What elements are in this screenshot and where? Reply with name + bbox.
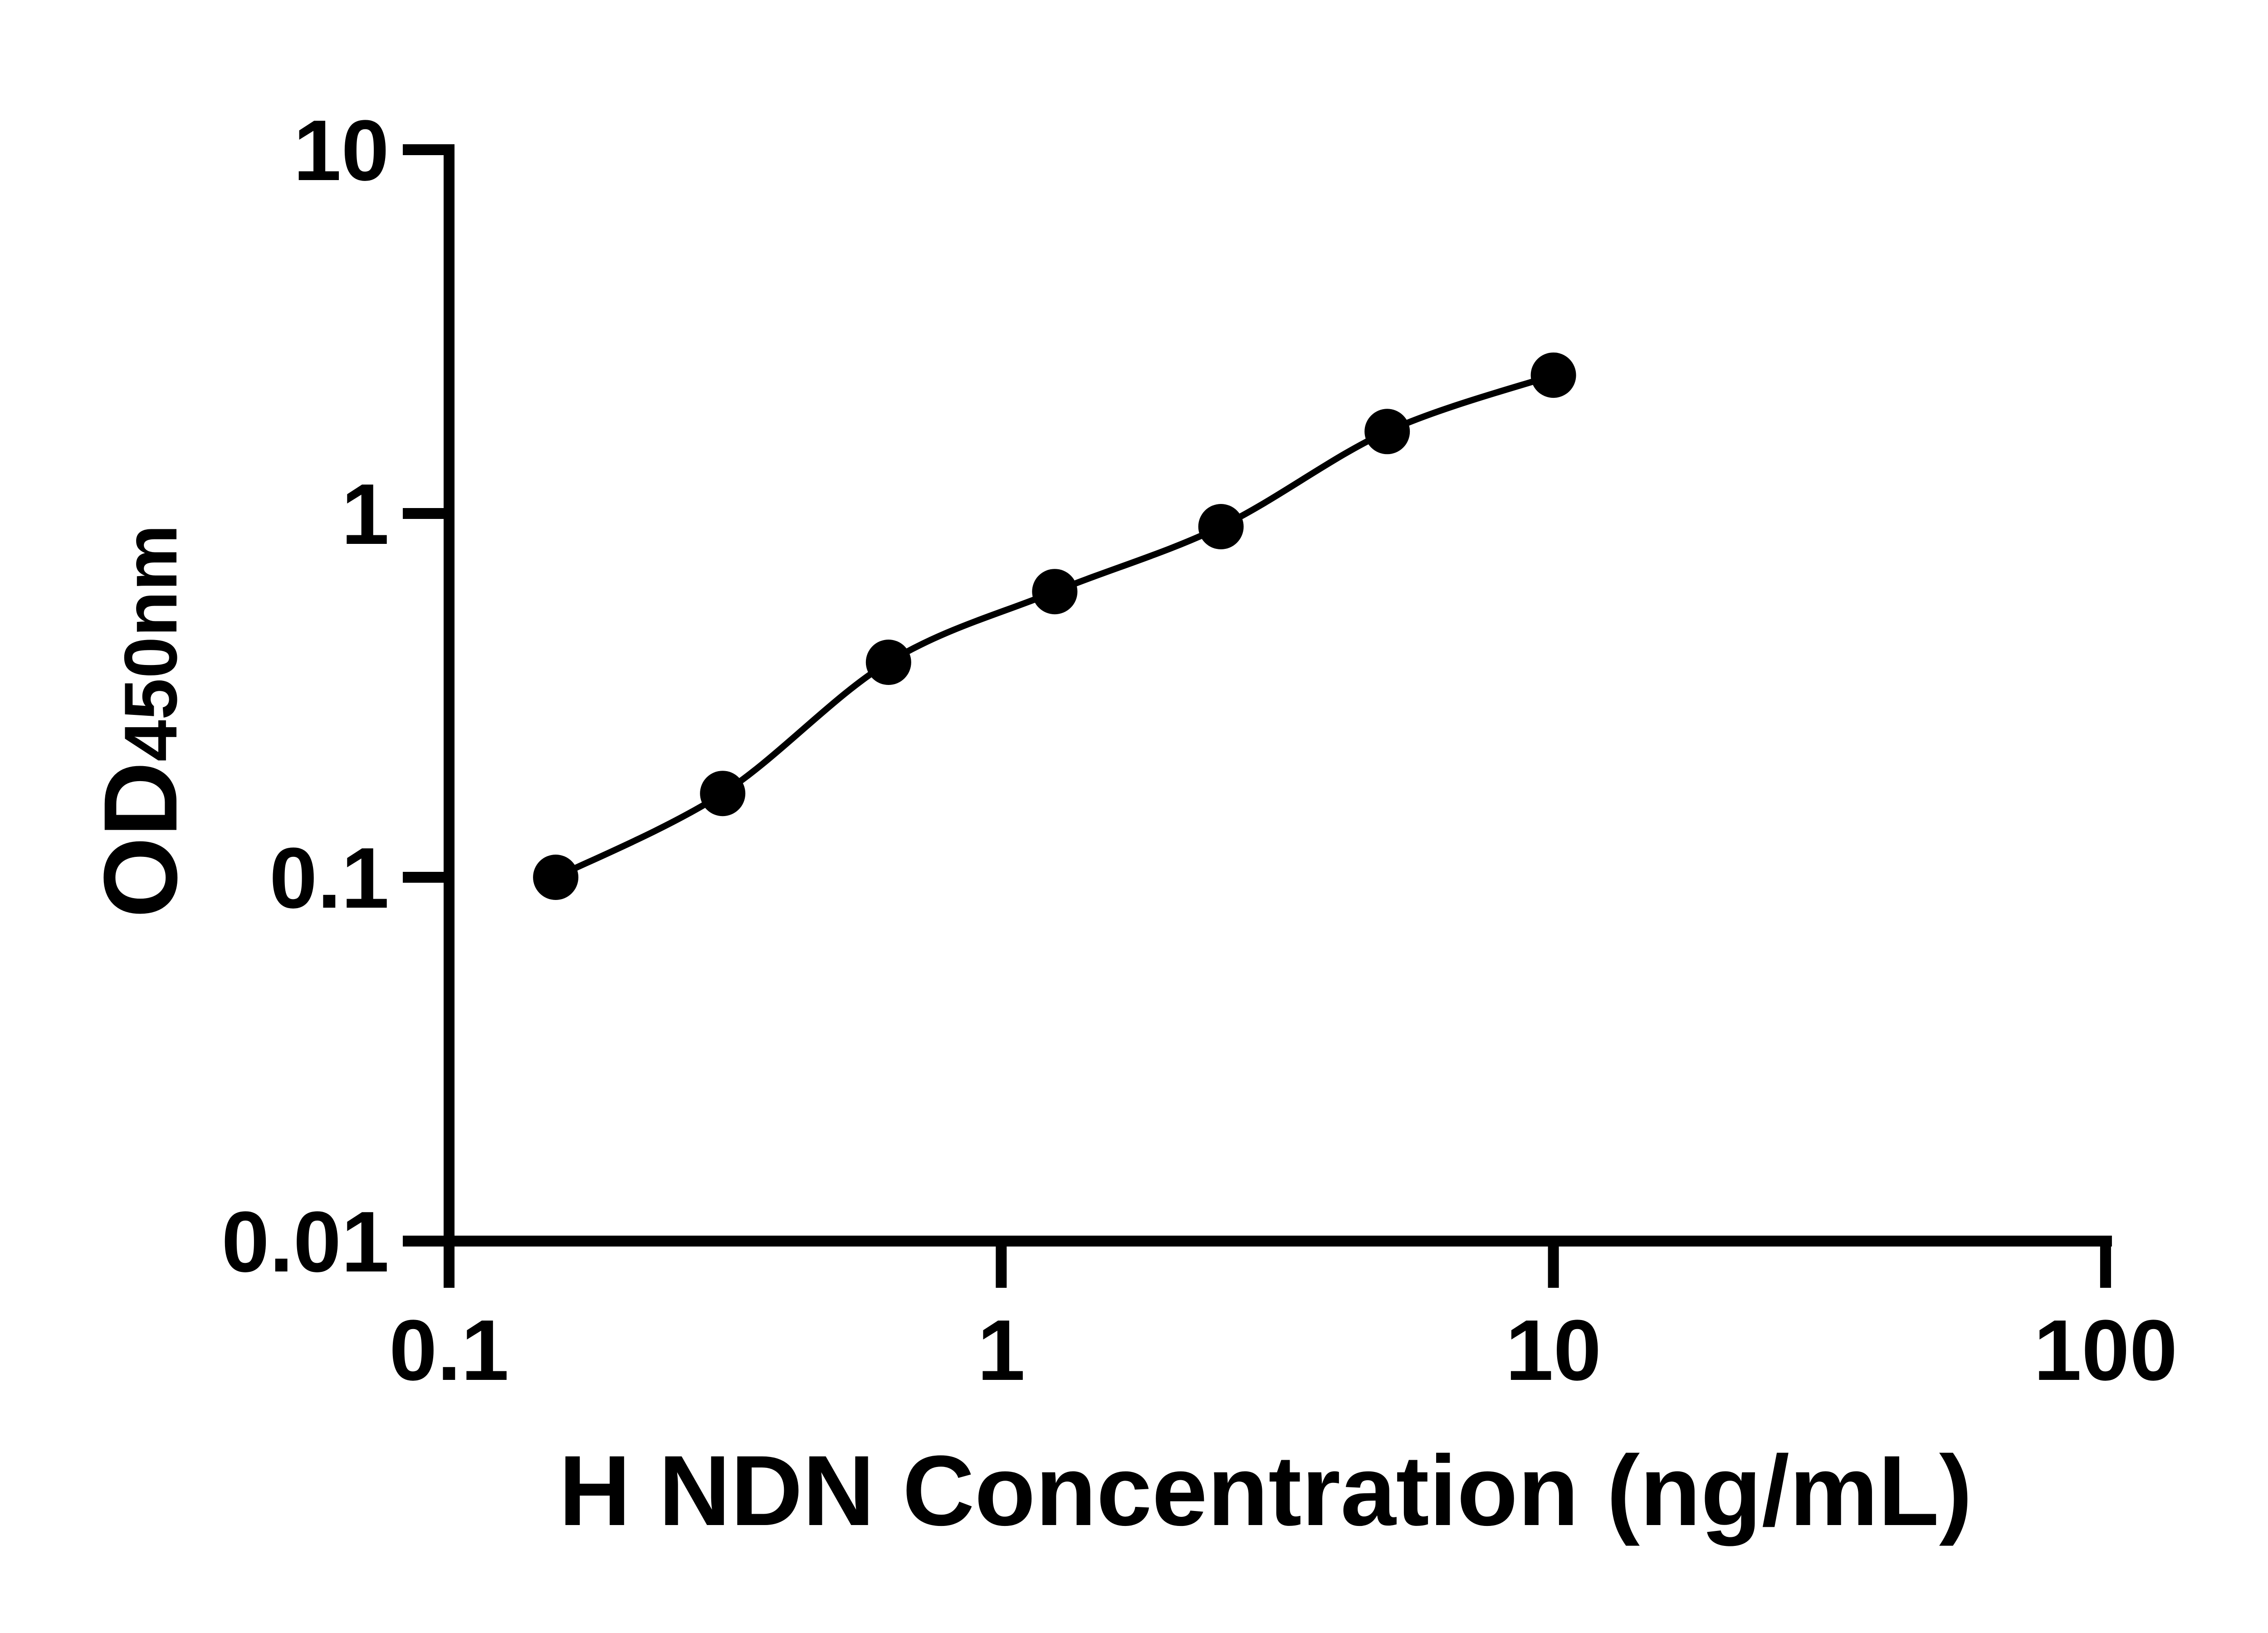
- y-tick-label: 0.1: [269, 830, 389, 926]
- data-point: [533, 855, 579, 900]
- data-point: [700, 771, 746, 816]
- data-point: [865, 640, 911, 685]
- x-axis-title: H NDN Concentration (ng/mL): [559, 1435, 1972, 1546]
- data-point: [1530, 352, 1576, 398]
- x-tick-label: 1: [977, 1302, 1025, 1398]
- data-point: [1364, 409, 1410, 455]
- y-tick-label: 0.01: [221, 1194, 389, 1290]
- y-axis-title-subscript: 450nm: [109, 524, 192, 762]
- y-tick-label: 10: [293, 103, 389, 199]
- x-tick-label: 100: [2033, 1302, 2177, 1398]
- y-axis-title-main: OD: [82, 762, 199, 918]
- y-tick-label: 1: [341, 466, 389, 562]
- series-layer: [533, 352, 1576, 900]
- data-point: [1032, 569, 1078, 615]
- x-tick-label: 10: [1505, 1302, 1601, 1398]
- x-tick-label: 0.1: [389, 1302, 509, 1398]
- y-axis-title: OD450nm: [82, 524, 199, 918]
- data-point: [1198, 504, 1244, 549]
